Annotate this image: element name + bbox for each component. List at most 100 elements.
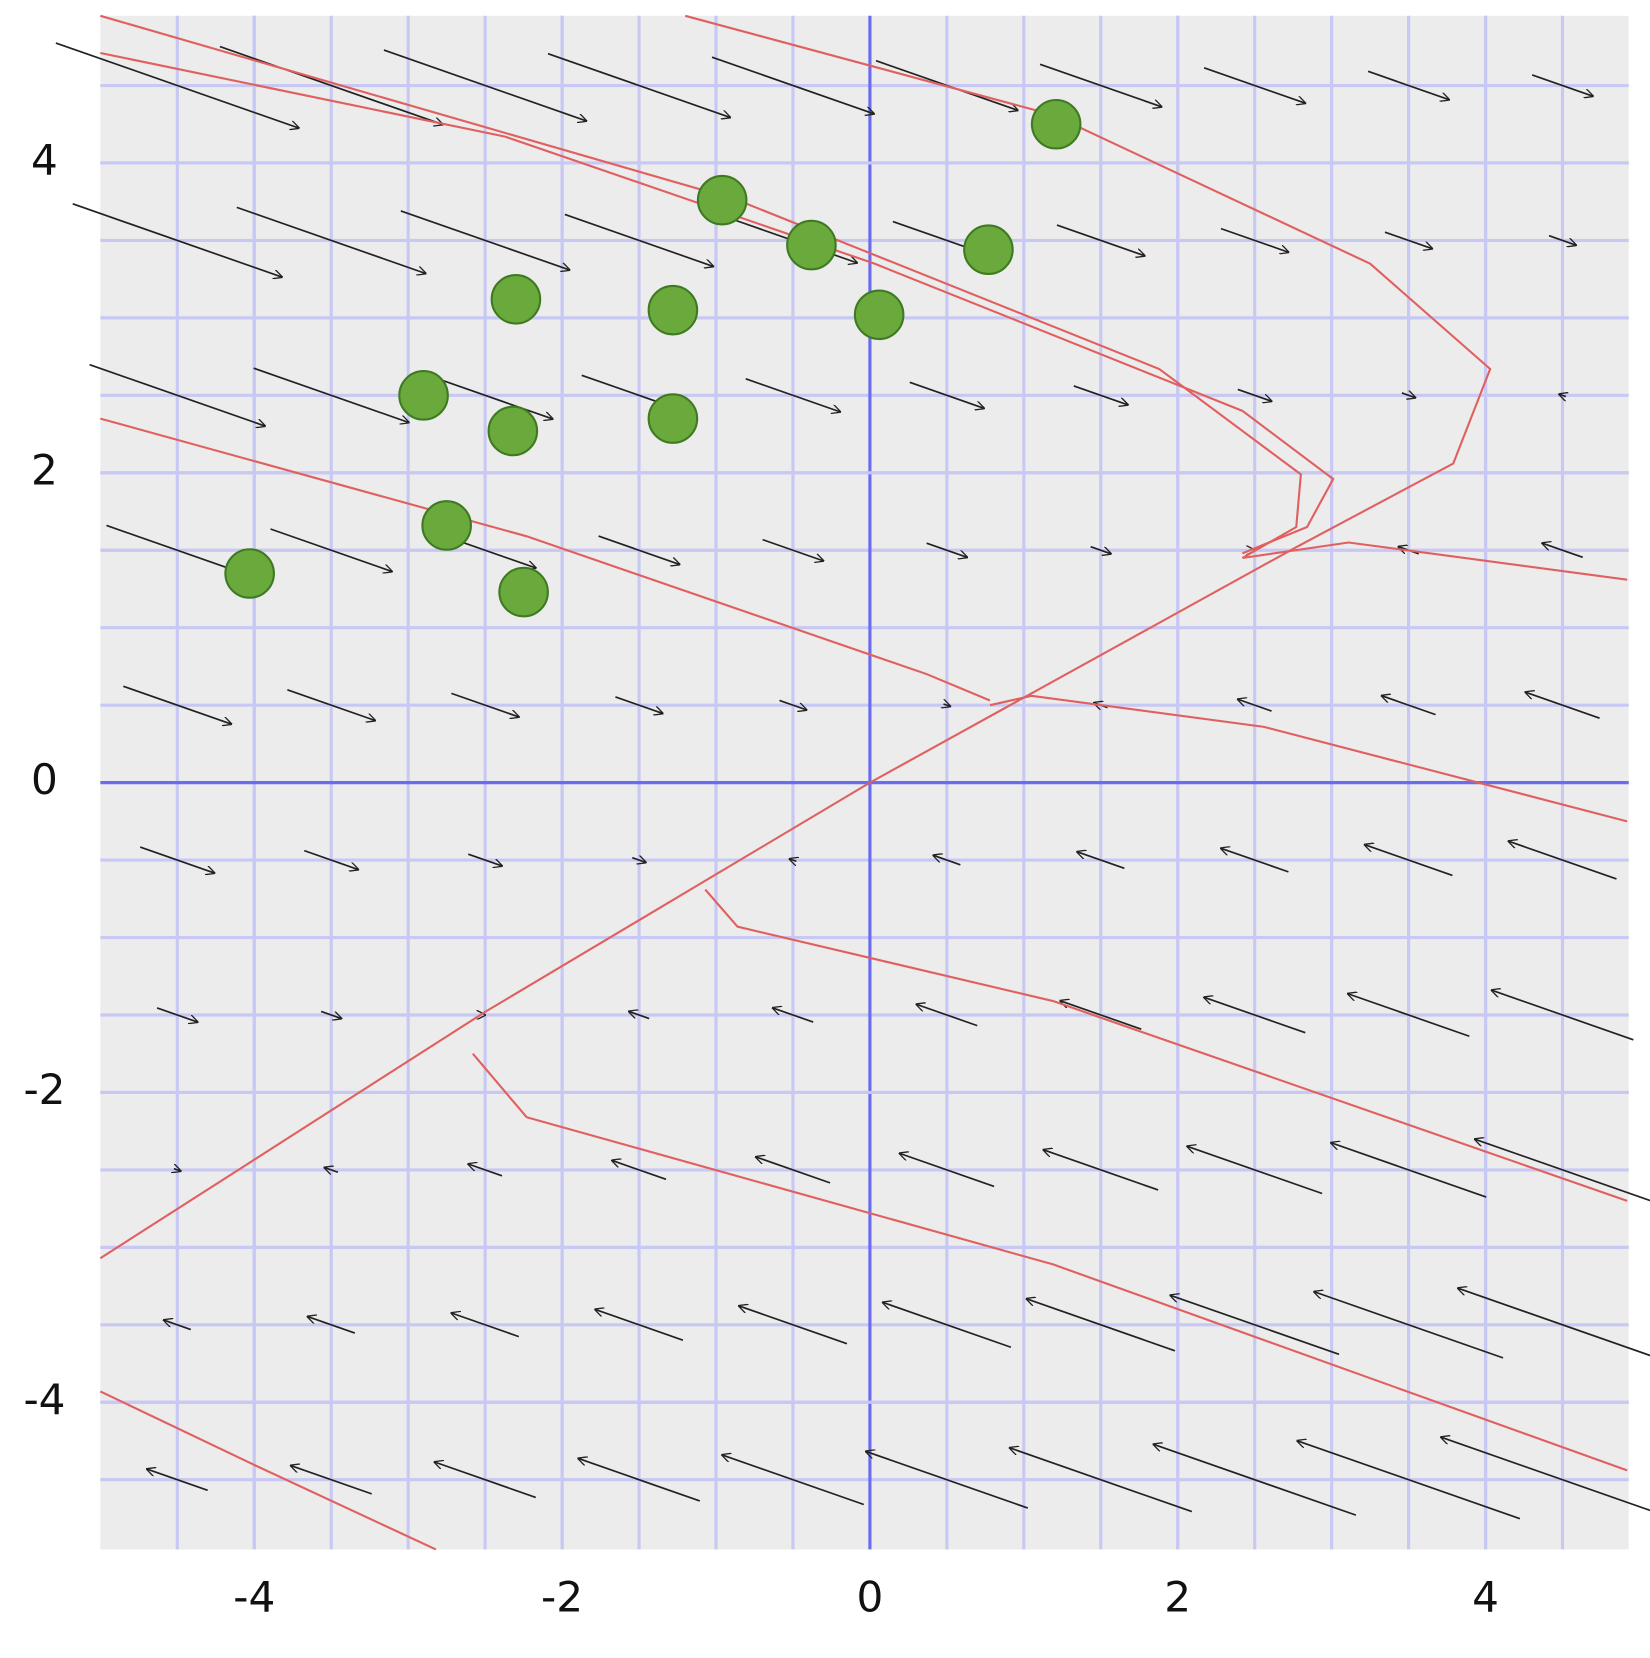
field-arrow (451, 1313, 520, 1338)
field-arrow (933, 855, 961, 866)
field-arrow (1559, 394, 1566, 396)
field-arrow (547, 52, 730, 118)
point (853, 289, 905, 341)
point (421, 500, 472, 551)
point (647, 284, 699, 336)
point (963, 224, 1014, 276)
field-arrow (790, 859, 797, 861)
field-arrow (1384, 231, 1432, 249)
field-arrow (615, 696, 662, 714)
field-arrow (1331, 1143, 1487, 1198)
field-arrow (722, 1455, 865, 1506)
field-arrow (866, 1451, 1029, 1509)
field-arrow (564, 213, 713, 266)
y-tick-label: -2 (23, 1065, 65, 1114)
field-arrow (1060, 1001, 1142, 1030)
field-arrow (1401, 393, 1415, 398)
field-arrow (711, 56, 874, 114)
x-tick-label: 4 (1472, 1573, 1499, 1622)
field-arrow (917, 1004, 978, 1027)
field-arrow (89, 363, 265, 426)
field-arrow (451, 692, 518, 717)
field-arrow (883, 1302, 1012, 1349)
field-arrow (1382, 696, 1436, 716)
field-arrow (308, 1317, 356, 1334)
field-arrow (632, 858, 645, 863)
trajectory (989, 694, 1628, 823)
field-arrow (578, 1458, 701, 1502)
field-arrow (1010, 1448, 1193, 1513)
field-arrow (1509, 841, 1617, 880)
field-arrow (598, 535, 680, 564)
field-arrow (1458, 1288, 1650, 1357)
point (786, 219, 837, 271)
field-arrow (1073, 385, 1128, 405)
field-arrow (139, 846, 214, 873)
x-tick-label: -2 (541, 1573, 583, 1622)
field-arrow (467, 853, 502, 866)
field-arrow (1090, 545, 1111, 554)
trajectory (100, 417, 991, 702)
field-arrow (1314, 1292, 1504, 1359)
field-arrow (106, 524, 248, 575)
point (498, 566, 549, 618)
field-arrow (1170, 1295, 1340, 1356)
field-arrow (219, 45, 443, 125)
field-arrow (1203, 67, 1305, 103)
field-arrow (320, 1010, 341, 1018)
field-arrow (1039, 63, 1161, 106)
field-arrow (779, 699, 806, 709)
trajectory (472, 1053, 1628, 1472)
field-arrow (468, 1164, 503, 1177)
field-arrow (1237, 388, 1272, 401)
point (487, 405, 539, 457)
field-arrow (156, 1007, 197, 1022)
field-arrow (1441, 1437, 1650, 1512)
trajectory (99, 1390, 437, 1551)
field-arrow (1475, 1139, 1650, 1202)
field-arrow (739, 1306, 848, 1345)
field-arrow (55, 42, 299, 128)
field-arrow (1367, 70, 1449, 99)
field-arrow (324, 1168, 339, 1173)
field-arrow (303, 849, 358, 870)
y-tick-label: -4 (23, 1375, 65, 1424)
field-arrow (174, 1169, 181, 1171)
trajectory (100, 14, 1302, 559)
field-arrow (745, 378, 840, 412)
field-arrow (762, 538, 824, 561)
field-arrow (1077, 852, 1125, 870)
x-tick-label: -4 (233, 1573, 275, 1622)
field-arrow (236, 206, 426, 273)
y-tick-label: 0 (31, 755, 58, 804)
point (1030, 98, 1082, 150)
x-tick-label: 0 (856, 1573, 883, 1622)
field-arrow (900, 1153, 995, 1188)
point (398, 370, 449, 421)
field-arrow (1187, 1146, 1323, 1195)
field-arrow (1154, 1444, 1357, 1516)
field-arrow (773, 1008, 814, 1023)
point (224, 548, 275, 599)
y-tick-label: 2 (31, 445, 58, 494)
field-arrow (123, 685, 231, 724)
field-arrow (926, 542, 967, 557)
field-arrow (1548, 234, 1576, 245)
field-arrow (1204, 997, 1306, 1034)
field-arrow (1056, 224, 1145, 256)
field-arrow (1492, 990, 1634, 1041)
field-arrow (1043, 1150, 1159, 1191)
field-arrow (1542, 543, 1584, 559)
point (647, 393, 699, 444)
field-arrow (1348, 994, 1470, 1038)
field-arrow (147, 1469, 208, 1492)
x-tick-label: 2 (1164, 1573, 1191, 1622)
field-arrow (1027, 1299, 1176, 1352)
field-arrow (291, 1466, 372, 1495)
y-tick-label: 4 (31, 135, 58, 184)
field-arrow (1221, 848, 1289, 873)
field-arrow (1238, 699, 1272, 712)
field-arrow (270, 528, 392, 571)
field-arrow (612, 1160, 667, 1181)
